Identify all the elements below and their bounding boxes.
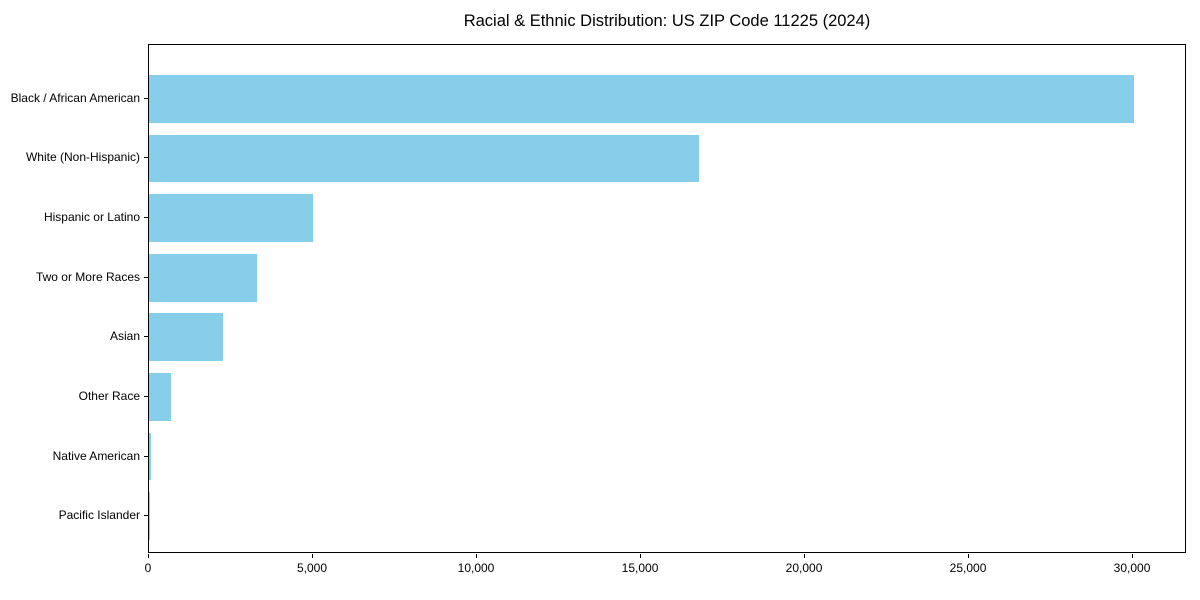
y-tick-mark: [144, 515, 148, 517]
y-tick-mark: [144, 455, 148, 457]
x-tick-label: 20,000: [785, 561, 823, 575]
bar: [149, 253, 258, 302]
y-tick-label: Asian: [109, 329, 140, 344]
bar: [149, 313, 223, 362]
y-tick-label: Other Race: [78, 389, 140, 403]
y-tick-mark: [144, 336, 148, 338]
bar: [149, 432, 151, 481]
y-tick-mark: [144, 396, 148, 397]
bar: [149, 492, 150, 541]
x-tick-mark: [1132, 554, 1134, 558]
y-tick-label: Native American: [52, 448, 140, 463]
x-tick-label: 5,000: [296, 561, 328, 575]
x-tick-label: 30,000: [1113, 561, 1151, 575]
bar: [149, 74, 1135, 123]
y-tick-label: Two or More Races: [35, 269, 140, 284]
x-tick-mark: [148, 554, 149, 558]
x-tick-mark: [640, 554, 642, 558]
bar: [149, 373, 171, 421]
x-tick-label: 15,000: [621, 561, 659, 575]
x-tick-label: 25,000: [949, 561, 987, 575]
bar: [149, 134, 699, 183]
plot-area: [148, 44, 1186, 553]
x-tick-mark: [312, 554, 313, 558]
x-tick-label: 0: [144, 561, 152, 575]
bar: [149, 194, 313, 242]
x-tick-label: 10,000: [457, 561, 495, 575]
y-tick-label: Black / African American: [10, 90, 140, 105]
y-tick-mark: [144, 157, 148, 159]
x-tick-mark: [476, 554, 477, 558]
chart-title: Racial & Ethnic Distribution: US ZIP Cod…: [463, 12, 871, 30]
x-tick-mark: [968, 554, 970, 558]
y-tick-label: Pacific Islander: [58, 508, 140, 523]
y-tick-label: Hispanic or Latino: [43, 210, 140, 225]
y-tick-label: White (Non-Hispanic): [25, 150, 140, 165]
x-tick-mark: [804, 554, 806, 558]
y-tick-mark: [144, 97, 148, 99]
y-tick-mark: [144, 276, 148, 278]
y-tick-mark: [144, 217, 148, 219]
